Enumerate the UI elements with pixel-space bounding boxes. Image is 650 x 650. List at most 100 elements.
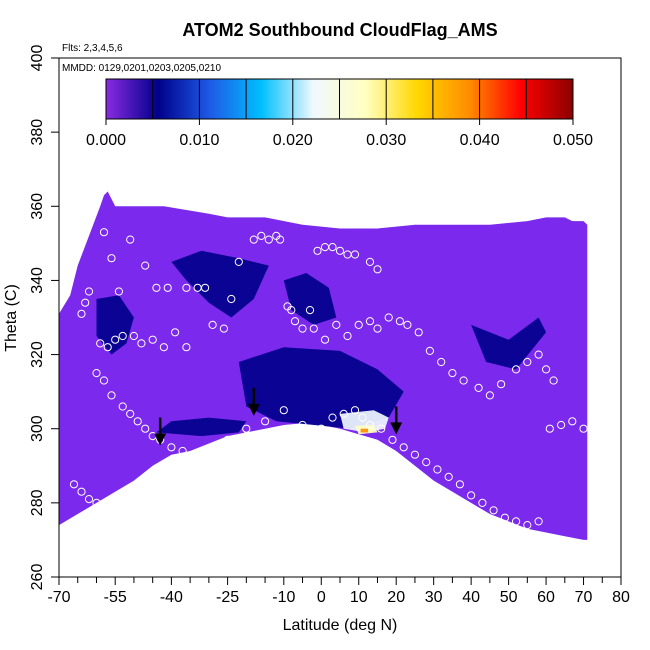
sample-point [549, 376, 558, 385]
sample-point [144, 521, 153, 530]
sample-point [129, 331, 138, 341]
sample-point [534, 517, 543, 526]
sample-point [365, 420, 375, 430]
sample-point [298, 420, 307, 430]
sample-point [455, 480, 464, 489]
flights-annotation: Flts: 2,3,4,5,6 [62, 43, 123, 54]
sample-point [339, 409, 348, 418]
sample-point [474, 383, 483, 392]
sample-point [557, 420, 566, 430]
sample-point [77, 309, 86, 318]
sample-point [433, 465, 442, 474]
sample-point [545, 424, 554, 433]
sample-point [129, 521, 138, 530]
sample-point [489, 506, 498, 515]
sample-point [152, 513, 161, 522]
cloud-region-2 [238, 347, 404, 429]
sample-point [261, 417, 270, 426]
sample-point [114, 513, 124, 522]
sample-point [99, 228, 109, 237]
sample-point [159, 506, 168, 515]
sample-point [167, 498, 176, 507]
sample-point [234, 257, 243, 266]
sample-point [77, 487, 86, 496]
colorbar: 0.000 0.010 0.020 0.030 0.040 0.050 [86, 78, 593, 149]
sample-point [478, 498, 487, 507]
sample-point [332, 320, 341, 329]
sample-point [182, 283, 191, 292]
sample-point [320, 335, 330, 344]
sample-point [242, 432, 251, 441]
sample-point [264, 235, 273, 244]
sample-point [118, 331, 127, 341]
x-tick-label: -40 [160, 589, 183, 606]
y-tick-label: 400 [29, 45, 46, 72]
sample-point [384, 313, 393, 322]
sample-point [96, 339, 105, 348]
sample-point [84, 287, 94, 296]
sample-point [512, 517, 521, 526]
sample-point [425, 346, 434, 355]
sample-point [114, 287, 124, 296]
sample-point [133, 417, 142, 426]
sample-point [523, 357, 532, 367]
y-tick-label: 320 [29, 341, 46, 368]
colorbar-tick-label: 0.000 [86, 132, 126, 149]
y-axis-label: Theta (C) [3, 284, 20, 352]
sample-point [335, 246, 345, 255]
sample-point [388, 435, 397, 444]
sample-point [343, 331, 352, 341]
sample-point [219, 446, 228, 456]
sample-point [365, 257, 375, 266]
sample-point [328, 413, 337, 422]
sample-point [227, 439, 236, 448]
sample-point [148, 335, 157, 344]
x-tick-label: -25 [216, 589, 239, 606]
sample-point [579, 424, 588, 433]
sample-point [137, 339, 146, 348]
sample-point [141, 424, 150, 433]
y-tick-label: 380 [29, 119, 46, 146]
sample-point [126, 409, 135, 418]
cloud-region-4 [283, 273, 337, 325]
sample-point [141, 261, 150, 270]
x-tick-label: 0 [317, 589, 326, 606]
sample-point [204, 461, 213, 470]
sample-point [444, 472, 453, 481]
x-tick-label: 70 [575, 589, 593, 606]
sample-point [212, 469, 221, 478]
sample-point [174, 491, 183, 500]
x-tick-label: 30 [425, 589, 443, 606]
sample-point [118, 402, 127, 411]
cloud-region-8 [360, 428, 369, 433]
sample-point [512, 365, 521, 374]
sample-point [373, 265, 382, 274]
y-axis: 260 280 300 320 340 360 380 400 [29, 45, 59, 590]
sample-point [167, 443, 176, 452]
colorbar-tick-label: 0.050 [553, 132, 593, 149]
sample-point [399, 443, 408, 452]
sample-point [227, 294, 236, 304]
sample-point [212, 454, 221, 463]
sample-point [249, 235, 258, 244]
dates-annotation: MMDD: 0129,0201,0203,0205,0210 [62, 63, 221, 74]
sample-point [373, 324, 382, 333]
sample-point [448, 369, 457, 378]
sample-point [99, 506, 109, 515]
sample-point [81, 298, 90, 307]
sample-point [313, 246, 322, 255]
sample-point [290, 317, 300, 326]
sample-point [111, 335, 120, 344]
x-tick-label: -10 [272, 589, 295, 606]
sample-point [298, 324, 307, 333]
sample-point [163, 283, 172, 292]
sample-point [92, 498, 101, 507]
x-tick-label: -55 [104, 589, 127, 606]
cloud-region-3 [156, 417, 247, 437]
sample-point [350, 250, 360, 259]
chart-title: ATOM2 Southbound CloudFlag_AMS [182, 20, 497, 40]
sample-point [234, 435, 243, 444]
sample-point [84, 495, 94, 504]
sample-point [276, 235, 285, 244]
